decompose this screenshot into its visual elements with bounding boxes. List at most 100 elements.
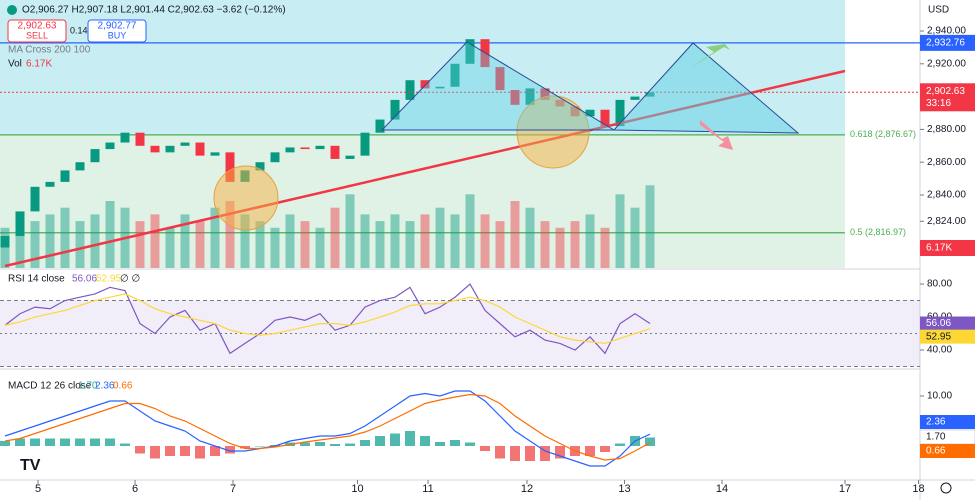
volume-bar [645,185,655,268]
volume-bar [285,214,295,268]
triangle-projection [612,42,800,134]
volume-bar [510,201,520,268]
macd-line [4,390,651,467]
macd-tick-label: 10.00 [927,391,952,402]
ma-label: MA Cross 200 100 [8,45,91,56]
macd-hist-bar [390,433,400,446]
macd-hist-bar [0,441,10,446]
vol-value: 6.17K [26,59,52,70]
volume-bar [30,221,40,268]
volume-bar [375,221,385,268]
candle [345,155,355,159]
macd-value: 2.36 [95,381,115,392]
macd-hist-bar [405,431,415,446]
macd-hist-bar [330,444,340,446]
macd-hist-bar [105,438,115,446]
macd-hist-bar [60,438,70,446]
macd-header: MACD 12 26 close 1.70 2.36 0.66 [8,381,133,392]
date-tick-label: 6 [132,483,138,495]
rsi-tick-label: 40.00 [927,345,952,356]
candle [0,236,10,248]
volume-bar [240,214,250,268]
volume-bar [135,221,145,268]
spread: 0.14 [70,25,88,35]
volume-bar [255,221,265,268]
candle [90,149,100,163]
candle [195,142,205,156]
volume-tag [920,240,975,256]
candle [270,152,280,163]
macd-hist-bar [615,443,625,446]
candle [510,90,520,105]
macd-hist-bar [600,446,610,452]
candle [120,132,130,143]
rsi-value: 56.06 [72,274,97,285]
candle [450,63,460,87]
volume-bar [195,221,205,268]
date-tick-label: 11 [422,483,433,495]
macd-signal-value: 0.66 [113,381,133,392]
rsi-line [4,293,651,345]
sell-price: 2,902.63 [18,21,57,32]
settings-icon[interactable] [940,482,952,494]
volume-bar [450,214,460,268]
status-dot [7,5,17,15]
volume-bar [90,214,100,268]
date-tick-label: 14 [716,483,728,495]
macd-hist-bar [465,442,475,446]
candle [540,88,550,100]
currency: USD [928,5,949,16]
rsi-na: ∅ ∅ [120,274,140,285]
macd-hist-bar [135,446,145,454]
vol-label: Vol [8,59,22,70]
price-tick-label: 2,940.00 [927,26,966,37]
candle [165,145,175,153]
arrow-down [700,120,733,150]
volume-bar [435,207,445,268]
sell-label: SELL [26,30,48,40]
volume-bar [330,207,340,268]
date-tick-label: 7 [230,483,236,495]
price-tick-label: 2,824.00 [927,216,966,227]
sell-button[interactable] [7,19,67,43]
macd-label: MACD 12 26 close [8,381,92,392]
macd-tag-label: 2.36 [926,417,946,428]
candle [330,145,340,159]
volume-bar [525,207,535,268]
macd-hist-bar [240,446,250,449]
date-tick-label: 12 [521,483,533,495]
macd-hist-bar [90,438,100,446]
macd-hist-bar [645,437,655,446]
price-tick-label: 2,880.00 [927,124,966,135]
candle [300,147,310,150]
volume-bar [105,201,115,268]
date-tick-label: 17 [839,483,851,495]
buy-button[interactable] [87,19,147,43]
ohlc: O2,906.27 H2,907.18 L2,901.44 C2,902.63 … [22,5,286,16]
macd-hist-bar [360,440,370,446]
volume-bar [360,214,370,268]
macd-hist-bar [540,446,550,461]
macd-hist-bar [165,446,175,456]
volume-bar [345,194,355,268]
macd-hist-bar [375,436,385,446]
volume-bar [540,221,550,268]
macd-hist-bar [45,438,55,446]
macd-tag-label: 1.70 [926,432,946,443]
triangle-pattern [380,41,616,131]
candle [585,109,595,117]
last-price-label: 2,902.63 [926,86,965,97]
candle [45,181,55,187]
volume-bar [555,227,565,268]
volume-bar [390,214,400,268]
candle [255,162,265,171]
candle [435,86,445,89]
macd-hist-bar [30,438,40,446]
buy-price: 2,902.77 [98,21,137,32]
candle [360,132,370,156]
volume-bar [270,227,280,268]
candle [15,211,25,237]
last-price-tag [920,83,975,112]
volume-bar [60,207,70,268]
macd-line [4,393,651,461]
